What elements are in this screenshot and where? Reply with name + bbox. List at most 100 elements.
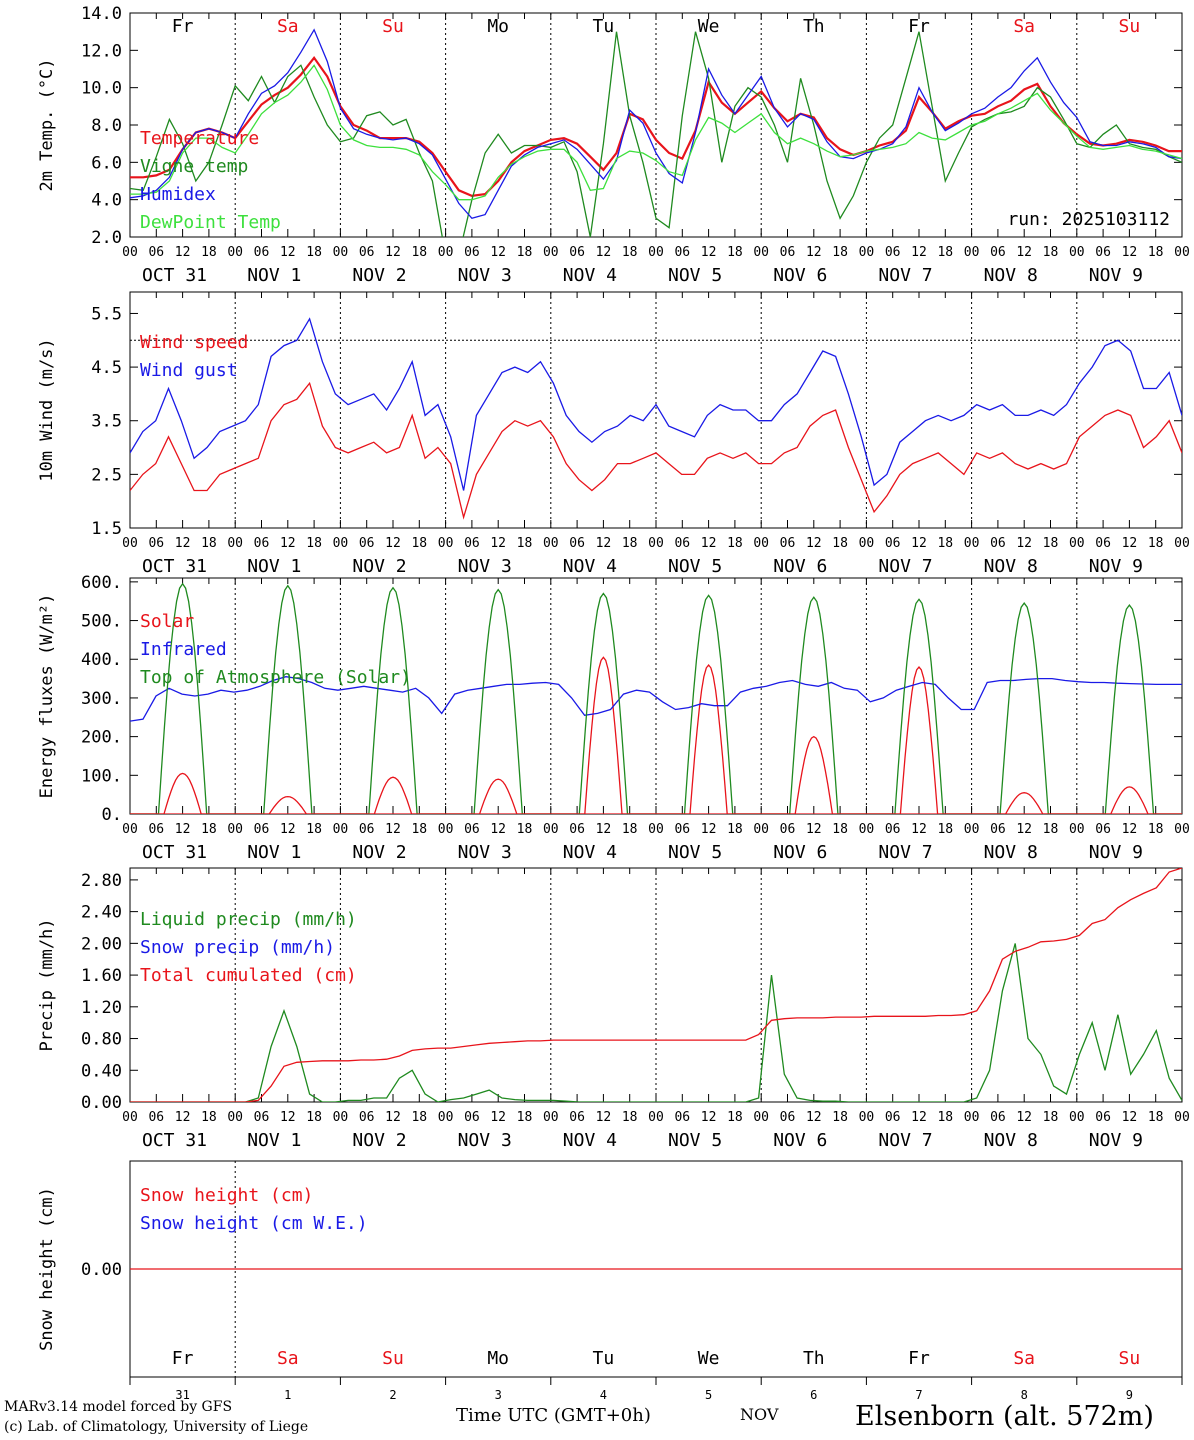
day-name: Sa — [1013, 16, 1035, 37]
y-axis-label: 2m Temp. (°C) — [37, 58, 57, 191]
hour-label: 18 — [1043, 536, 1059, 551]
hour-label: 06 — [674, 1110, 690, 1125]
hour-label: 18 — [622, 245, 638, 260]
hour-label: 18 — [517, 536, 533, 551]
hour-label: 06 — [674, 245, 690, 260]
hour-label: 12 — [490, 536, 506, 551]
legend-entry: DewPoint Temp — [140, 212, 281, 233]
hour-label: 12 — [806, 245, 822, 260]
series-line — [130, 64, 1182, 201]
hour-label: 18 — [306, 1110, 322, 1125]
hour-label: 00 — [753, 1110, 769, 1125]
hour-label: 18 — [832, 1110, 848, 1125]
y-tick-label: 1.5 — [91, 519, 122, 539]
date-label: NOV 2 — [352, 265, 406, 286]
hour-label: 00 — [1069, 536, 1085, 551]
date-label: NOV 1 — [247, 556, 301, 577]
y-tick-label: 10.0 — [81, 79, 122, 99]
hour-label: 18 — [201, 822, 217, 837]
day-number: 7 — [915, 1388, 922, 1402]
hour-label: 06 — [885, 822, 901, 837]
hour-label: 12 — [1016, 536, 1032, 551]
hour-label: 00 — [438, 245, 454, 260]
y-tick-label: 14.0 — [81, 4, 122, 24]
hour-label: 12 — [175, 536, 191, 551]
date-label: NOV 4 — [563, 842, 617, 863]
hour-label: 12 — [1016, 822, 1032, 837]
date-label: NOV 8 — [984, 842, 1038, 863]
hour-label: 12 — [1122, 1110, 1138, 1125]
hour-label: 12 — [490, 245, 506, 260]
hour-label: 18 — [1043, 245, 1059, 260]
hour-label: 00 — [122, 822, 138, 837]
hour-label: 12 — [1122, 245, 1138, 260]
date-label: OCT 31 — [142, 842, 207, 863]
hour-label: 12 — [385, 1110, 401, 1125]
y-tick-label: 0.00 — [81, 1260, 122, 1280]
y-tick-label: 400. — [81, 650, 122, 670]
hour-label: 12 — [280, 822, 296, 837]
hour-label: 12 — [490, 1110, 506, 1125]
hour-label: 06 — [254, 536, 270, 551]
series-line — [130, 28, 1182, 220]
hour-label: 18 — [201, 1110, 217, 1125]
hour-label: 12 — [911, 245, 927, 260]
y-tick-label: 600. — [81, 573, 122, 593]
hour-label: 06 — [1095, 536, 1111, 551]
hour-label: 06 — [885, 536, 901, 551]
hour-label: 00 — [964, 1110, 980, 1125]
hour-label: 06 — [674, 536, 690, 551]
hour-label: 00 — [227, 822, 243, 837]
series-line — [130, 582, 1182, 814]
series-line — [130, 381, 1182, 520]
hour-label: 06 — [359, 1110, 375, 1125]
legend-entry: Infrared — [140, 639, 227, 660]
hour-label: 18 — [1148, 822, 1164, 837]
hour-label: 12 — [701, 245, 717, 260]
hour-label: 18 — [517, 245, 533, 260]
y-tick-label: 4.5 — [91, 358, 122, 378]
date-label: NOV 1 — [247, 842, 301, 863]
date-label: NOV 7 — [878, 1130, 932, 1151]
hour-label: 06 — [1095, 245, 1111, 260]
series-line — [130, 55, 1182, 198]
panel-snow: 0.00 Snow height (cm) Fr Sa Su Mo Tu We Th Fr Sa Su… — [37, 1160, 1183, 1402]
day-name: Th — [803, 1348, 825, 1369]
hour-label: 12 — [490, 822, 506, 837]
hour-label: 00 — [227, 245, 243, 260]
date-label: NOV 5 — [668, 842, 722, 863]
hour-label: 06 — [885, 1110, 901, 1125]
day-name: Fr — [908, 1348, 930, 1369]
series-group — [130, 317, 1182, 520]
date-label: NOV 4 — [563, 265, 617, 286]
hour-label: 06 — [674, 822, 690, 837]
hour-label: 18 — [937, 1110, 953, 1125]
hour-label: 18 — [1148, 1110, 1164, 1125]
hour-label: 18 — [727, 822, 743, 837]
legend-entry: Top of Atmosphere (Solar) — [140, 667, 411, 688]
hour-label: 00 — [753, 536, 769, 551]
series-line — [130, 676, 1182, 722]
hour-label: 00 — [964, 245, 980, 260]
hour-label: 06 — [1095, 1110, 1111, 1125]
hour-label: 12 — [596, 245, 612, 260]
hour-label: 12 — [596, 822, 612, 837]
hour-label: 06 — [464, 536, 480, 551]
hour-label: 06 — [254, 245, 270, 260]
hour-label: 12 — [701, 1110, 717, 1125]
date-label: NOV 3 — [458, 265, 512, 286]
day-name: Th — [803, 16, 825, 37]
hour-label: 06 — [359, 245, 375, 260]
day-name: Su — [1119, 1348, 1141, 1369]
hour-label: 06 — [359, 536, 375, 551]
series-line — [130, 943, 1182, 1102]
hour-label: 06 — [780, 822, 796, 837]
hour-label: 18 — [622, 822, 638, 837]
hour-label: 12 — [385, 245, 401, 260]
date-label: OCT 31 — [142, 1130, 207, 1151]
y-tick-label: 2.40 — [81, 903, 122, 923]
date-label: NOV 5 — [668, 265, 722, 286]
hour-label: 06 — [254, 1110, 270, 1125]
hour-label: 12 — [175, 1110, 191, 1125]
date-label: NOV 5 — [668, 1130, 722, 1151]
